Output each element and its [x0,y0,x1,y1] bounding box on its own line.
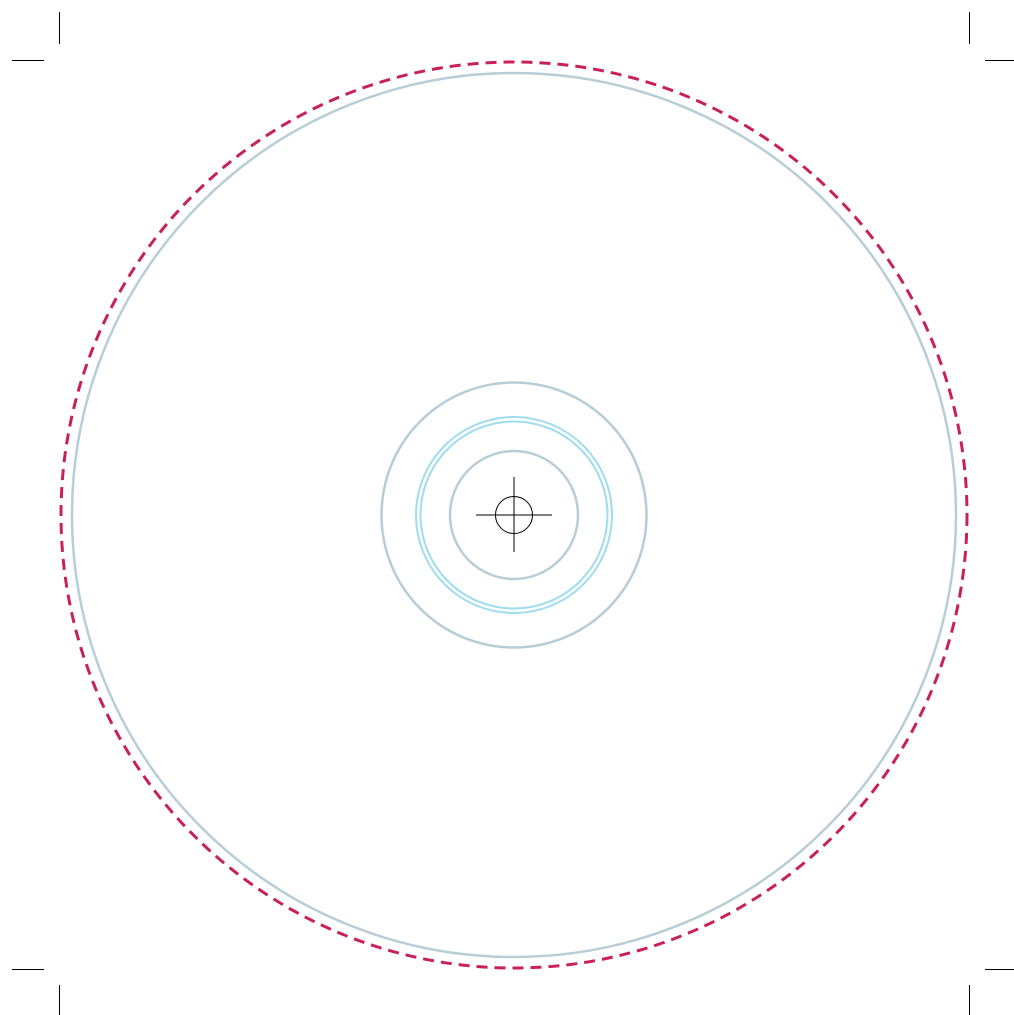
crosshair-registration-icon [476,477,552,552]
stacking-ring-inner [419,420,609,610]
crop-marks [12,12,1014,1015]
stacking-ring-outer [415,416,613,614]
outer-trim-circle [70,71,958,959]
inner-print-circle [380,381,648,649]
center-hole-circle [448,449,580,581]
bleed-circle [59,60,969,970]
